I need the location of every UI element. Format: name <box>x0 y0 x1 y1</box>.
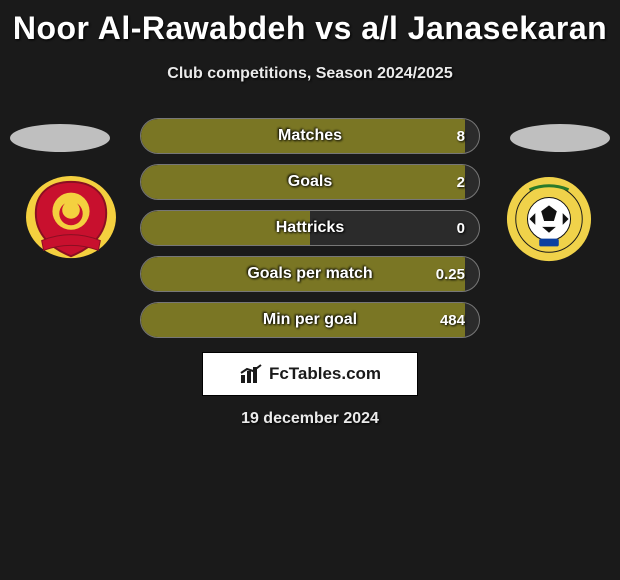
stat-label: Goals <box>141 165 479 199</box>
stat-bar-hattricks: Hattricks 0 <box>140 210 480 246</box>
stat-bar-goals: Goals 2 <box>140 164 480 200</box>
chart-icon <box>239 363 265 385</box>
date-text: 19 december 2024 <box>0 410 620 428</box>
stat-bar-goals-per-match: Goals per match 0.25 <box>140 256 480 292</box>
club-badge-left <box>22 176 120 264</box>
stat-value: 2 <box>457 165 465 199</box>
stat-value: 484 <box>440 303 465 337</box>
club-badge-right <box>500 176 598 264</box>
page-title: Noor Al-Rawabdeh vs a/l Janasekaran <box>0 0 620 47</box>
subtitle: Club competitions, Season 2024/2025 <box>0 65 620 83</box>
footer-brand-text: FcTables.com <box>269 364 381 384</box>
stat-value: 8 <box>457 119 465 153</box>
stat-label: Goals per match <box>141 257 479 291</box>
stat-value: 0.25 <box>436 257 465 291</box>
footer-brand-box[interactable]: FcTables.com <box>202 352 418 396</box>
player-left-oval <box>10 124 110 152</box>
player-right-oval <box>510 124 610 152</box>
stat-bar-min-per-goal: Min per goal 484 <box>140 302 480 338</box>
stats-column: Matches 8 Goals 2 Hattricks 0 Goals per … <box>140 118 480 348</box>
stat-value: 0 <box>457 211 465 245</box>
stat-bar-matches: Matches 8 <box>140 118 480 154</box>
stat-label: Min per goal <box>141 303 479 337</box>
stat-label: Matches <box>141 119 479 153</box>
stat-label: Hattricks <box>141 211 479 245</box>
